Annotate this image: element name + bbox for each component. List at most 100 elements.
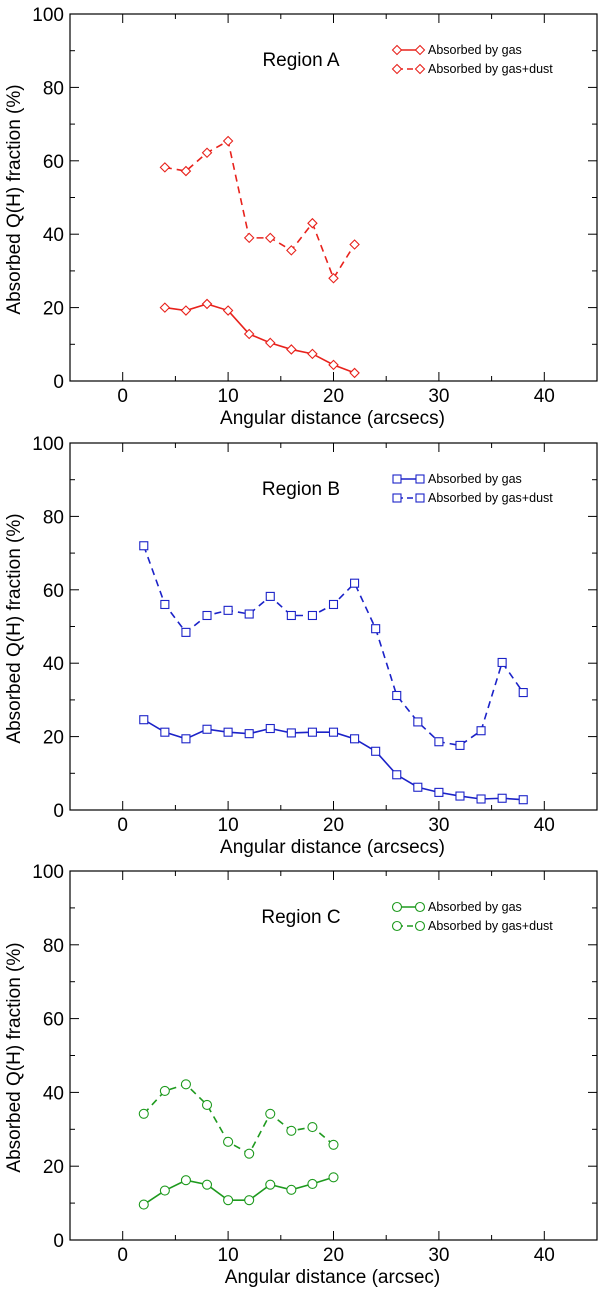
data-point [202, 610, 212, 621]
data-point [307, 1122, 318, 1133]
data-point [264, 232, 276, 244]
data-point [328, 272, 339, 284]
data-point [160, 727, 170, 737]
legend-item: Absorbed by gas+dust [391, 919, 553, 933]
legend-label: Absorbed by gas [428, 900, 522, 914]
y-tick-label: 60 [43, 152, 64, 173]
x-tick-label: 40 [534, 1245, 555, 1266]
data-point [371, 746, 381, 756]
data-point [286, 344, 297, 355]
y-tick-label: 20 [43, 299, 64, 320]
data-point [328, 727, 339, 737]
data-point [476, 726, 486, 736]
data-series [139, 541, 528, 750]
legend-label: Absorbed by gas+dust [428, 919, 553, 933]
data-point [201, 147, 213, 159]
data-point [223, 1136, 234, 1147]
data-point [223, 605, 233, 615]
data-point [244, 729, 254, 739]
x-tick-label: 20 [323, 1245, 344, 1266]
data-point [201, 1099, 213, 1110]
data-point [307, 217, 318, 229]
data-point [350, 734, 360, 744]
data-point [434, 787, 444, 797]
data-point [265, 1108, 276, 1119]
y-tick-label: 100 [32, 862, 64, 883]
series-line [164, 303, 355, 374]
y-tick-label: 60 [43, 1010, 64, 1031]
data-point [223, 727, 233, 737]
data-series [159, 298, 360, 379]
data-point [265, 1179, 276, 1190]
data-point [202, 724, 212, 734]
legend-label: Absorbed by gas+dust [428, 491, 553, 505]
data-point [264, 337, 276, 349]
y-tick-label: 0 [53, 1231, 64, 1252]
data-point [160, 599, 170, 610]
x-axis-label: Angular distance (arcsec) [225, 1267, 440, 1288]
data-point [455, 791, 465, 801]
y-tick-label: 40 [43, 225, 64, 246]
x-tick-label: 30 [428, 1245, 449, 1266]
data-point [349, 239, 360, 250]
data-point [476, 794, 486, 804]
data-series [159, 135, 360, 284]
data-point [159, 302, 171, 313]
legend-marker [392, 474, 402, 484]
legend-marker [391, 901, 403, 913]
y-tick-label: 80 [43, 78, 64, 99]
x-axis-label: Angular distance (arcsecs) [220, 408, 445, 429]
series-line [143, 1083, 335, 1155]
data-point [286, 610, 296, 621]
x-tick-label: 0 [117, 815, 128, 836]
data-point [243, 328, 255, 340]
legend-marker [391, 44, 403, 56]
data-point [181, 734, 191, 744]
data-point [434, 737, 444, 747]
legend-item: Absorbed by gas [391, 900, 522, 914]
data-point [180, 165, 192, 177]
y-tick-label: 40 [43, 654, 64, 675]
data-point [265, 723, 275, 734]
data-point [180, 1079, 191, 1090]
data-point [497, 793, 507, 803]
data-point [286, 728, 296, 738]
data-point [413, 717, 423, 727]
legend-marker [414, 63, 426, 75]
legend-marker [414, 901, 426, 913]
data-point [180, 305, 192, 316]
data-point [243, 232, 255, 244]
legend-item: Absorbed by gas+dust [391, 62, 553, 76]
data-series [138, 1172, 339, 1210]
chart-panel: 0 20 40 60 80 100 0 10 20 30 40 Angular distance (a… [4, 862, 598, 1288]
y-tick-label: 60 [43, 581, 64, 602]
chart-title: Region A [262, 50, 339, 71]
x-tick-label: 10 [218, 815, 239, 836]
legend-marker [414, 44, 426, 56]
x-tick-label: 30 [428, 386, 449, 407]
data-series [138, 1079, 339, 1159]
x-tick-label: 10 [218, 386, 239, 407]
data-point [159, 162, 171, 173]
series-line [164, 139, 356, 281]
data-series [139, 715, 528, 805]
data-point [371, 624, 381, 634]
y-tick-label: 20 [43, 1157, 64, 1178]
x-tick-label: 40 [534, 815, 555, 836]
legend-marker [392, 493, 402, 503]
legend-marker [415, 493, 425, 503]
y-tick-label: 0 [53, 372, 64, 393]
x-axis-label: Angular distance (arcsecs) [220, 837, 445, 858]
x-tick-label: 20 [323, 386, 344, 407]
data-point [307, 348, 318, 360]
data-point [307, 727, 317, 737]
data-point [392, 770, 402, 780]
data-point [265, 591, 275, 601]
x-tick-label: 30 [428, 815, 449, 836]
legend-label: Absorbed by gas [428, 472, 522, 486]
data-point [497, 657, 507, 668]
data-point [223, 1195, 234, 1206]
chart-title: Region B [262, 479, 340, 500]
data-point [244, 1195, 255, 1206]
